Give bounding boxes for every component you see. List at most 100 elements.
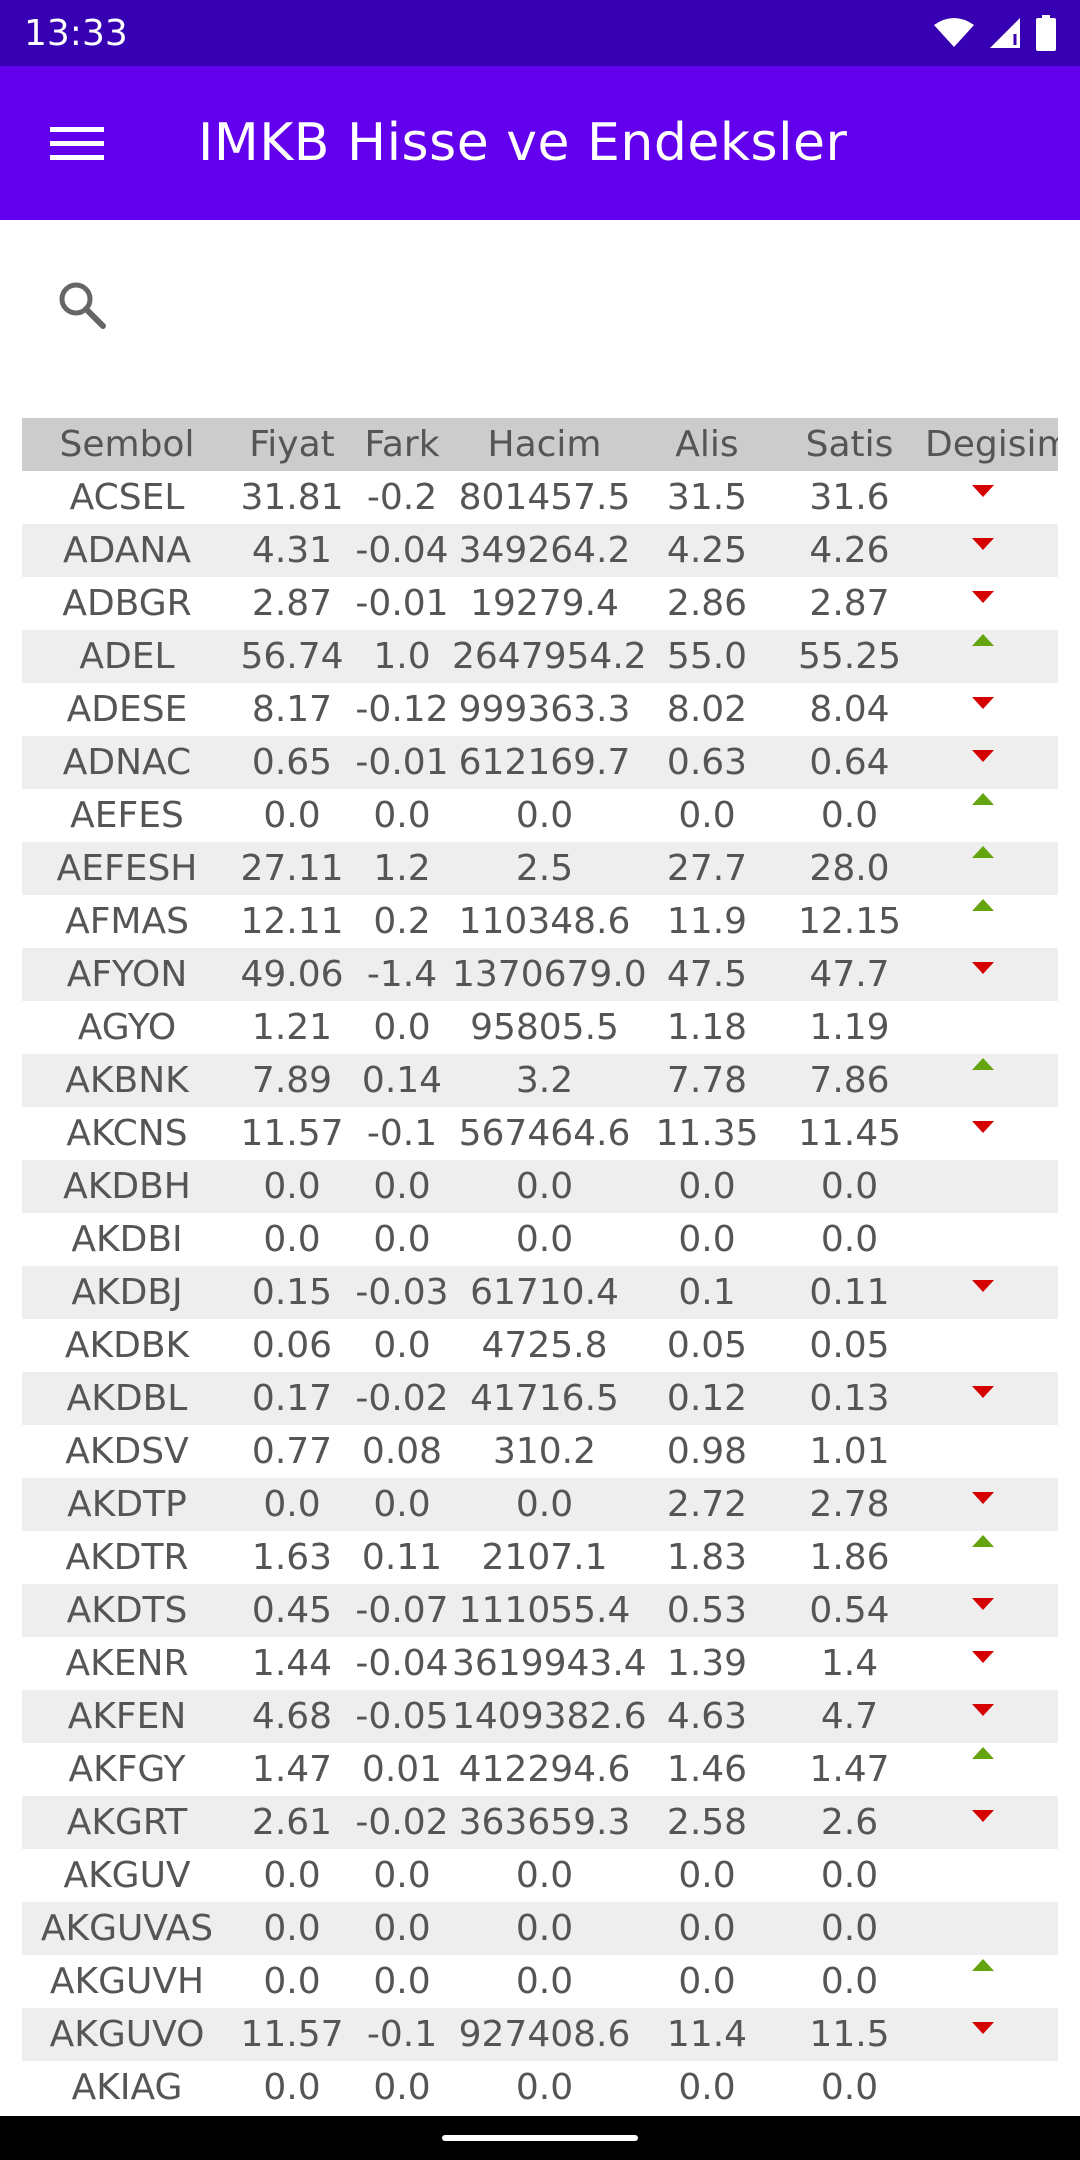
cell-fark: -0.03 [355, 1272, 449, 1313]
table-row[interactable]: ADNAC 0.65 -0.01 612169.7 0.63 0.64 [22, 736, 1058, 789]
table-row[interactable]: AKFEN 4.68 -0.05 1409382.6 4.63 4.7 [22, 1690, 1058, 1743]
header-satis[interactable]: Satis [805, 424, 894, 465]
cell-degisim [922, 1266, 1058, 1319]
arrow-down-icon [972, 1492, 994, 1504]
cell-fark: 0.0 [373, 1855, 431, 1896]
table-row[interactable]: AKGUVH 0.0 0.0 0.0 0.0 0.0 [22, 1955, 1058, 2008]
table-row[interactable]: AFYON 49.06 -1.4 1370679.0 47.5 47.7 [22, 948, 1058, 1001]
cell-fark: -0.1 [366, 2014, 438, 2055]
table-row[interactable]: AKENR 1.44 -0.04 3619943.4 1.39 1.4 [22, 1637, 1058, 1690]
cell-satis: 1.01 [809, 1431, 890, 1472]
cell-degisim [922, 1584, 1058, 1637]
table-row[interactable]: ADESE 8.17 -0.12 999363.3 8.02 8.04 [22, 683, 1058, 736]
table-row[interactable]: AEFES 0.0 0.0 0.0 0.0 0.0 [22, 789, 1058, 842]
table-row[interactable]: AKDTS 0.45 -0.07 111055.4 0.53 0.54 [22, 1584, 1058, 1637]
table-row[interactable]: AKDBK 0.06 0.0 4725.8 0.05 0.05 [22, 1319, 1058, 1372]
header-fark[interactable]: Fark [364, 424, 440, 465]
cell-hacim: 3.2 [515, 1060, 574, 1101]
cell-degisim [922, 1319, 1058, 1372]
table-row[interactable]: AKDBI 0.0 0.0 0.0 0.0 0.0 [22, 1213, 1058, 1266]
table-row[interactable]: AKIAG 0.0 0.0 0.0 0.0 0.0 [22, 2061, 1058, 2114]
cell-alis: 47.5 [666, 954, 748, 995]
cell-alis: 0.0 [678, 1855, 736, 1896]
cell-satis: 8.04 [809, 689, 890, 730]
cell-sembol: AKGUVH [49, 1961, 205, 2002]
cell-alis: 0.0 [678, 1961, 736, 2002]
cell-alis: 7.78 [666, 1060, 748, 1101]
cell-hacim: 999363.3 [458, 689, 631, 730]
table-row[interactable]: AKDBJ 0.15 -0.03 61710.4 0.1 0.11 [22, 1266, 1058, 1319]
cell-fark: -0.1 [366, 1113, 438, 1154]
home-gesture-handle[interactable] [442, 2135, 638, 2141]
cell-sembol: AKBNK [65, 1060, 189, 1101]
cell-fark: 0.0 [373, 795, 431, 836]
cell-degisim [922, 1531, 1058, 1584]
table-row[interactable]: AKCNS 11.57 -0.1 567464.6 11.35 11.45 [22, 1107, 1058, 1160]
header-fiyat[interactable]: Fiyat [249, 424, 335, 465]
cell-degisim [922, 524, 1058, 577]
cell-fiyat: 0.17 [251, 1378, 333, 1419]
cell-fark: 0.0 [373, 1961, 431, 2002]
arrow-down-icon [972, 1810, 994, 1822]
table-row[interactable]: AKDBH 0.0 0.0 0.0 0.0 0.0 [22, 1160, 1058, 1213]
table-row[interactable]: AGYO 1.21 0.0 95805.5 1.18 1.19 [22, 1001, 1058, 1054]
cell-degisim [922, 789, 1058, 842]
cell-alis: 8.02 [666, 689, 748, 730]
cell-fark: 0.14 [361, 1060, 443, 1101]
menu-icon[interactable] [0, 66, 154, 220]
search-icon[interactable] [22, 255, 142, 355]
table-row[interactable]: ADBGR 2.87 -0.01 19279.4 2.86 2.87 [22, 577, 1058, 630]
cell-fark: 0.0 [373, 1325, 431, 1366]
cell-fiyat: 0.0 [263, 1219, 321, 1260]
cell-fark: 0.08 [361, 1431, 443, 1472]
header-degisim[interactable]: Degisim [925, 424, 1058, 465]
search-input[interactable] [142, 265, 1058, 345]
header-sembol[interactable]: Sembol [59, 424, 195, 465]
table-row[interactable]: ACSEL 31.81 -0.2 801457.5 31.5 31.6 [22, 471, 1058, 524]
table-row[interactable]: AKGUVO 11.57 -0.1 927408.6 11.4 11.5 [22, 2008, 1058, 2061]
cell-degisim [922, 1637, 1058, 1690]
battery-icon [1036, 15, 1056, 51]
cell-satis: 31.6 [809, 477, 890, 518]
table-row[interactable]: ADEL 56.74 1.0 2647954.2 55.0 55.25 [22, 630, 1058, 683]
cell-degisim [922, 471, 1058, 524]
cell-sembol: ADESE [66, 689, 188, 730]
cell-alis: 0.0 [678, 795, 736, 836]
cell-degisim [922, 2008, 1058, 2061]
table-row[interactable]: AKFGY 1.47 0.01 412294.6 1.46 1.47 [22, 1743, 1058, 1796]
arrow-down-icon [972, 485, 994, 497]
cell-sembol: ACSEL [69, 477, 185, 518]
table-row[interactable]: AKGRT 2.61 -0.02 363659.3 2.58 2.6 [22, 1796, 1058, 1849]
table-row[interactable]: AFMAS 12.11 0.2 110348.6 11.9 12.15 [22, 895, 1058, 948]
cell-hacim: 412294.6 [458, 1749, 631, 1790]
page-title: IMKB Hisse ve Endeksler [198, 113, 848, 173]
table-row[interactable]: AKDBL 0.17 -0.02 41716.5 0.12 0.13 [22, 1372, 1058, 1425]
cell-alis: 11.9 [666, 901, 748, 942]
header-hacim[interactable]: Hacim [487, 424, 602, 465]
table-row[interactable]: ADANA 4.31 -0.04 349264.2 4.25 4.26 [22, 524, 1058, 577]
table-row[interactable]: AKDTP 0.0 0.0 0.0 2.72 2.78 [22, 1478, 1058, 1531]
cell-fark: -0.07 [355, 1590, 449, 1631]
arrow-down-icon [972, 1121, 994, 1133]
table-row[interactable]: AEFESH 27.11 1.2 2.5 27.7 28.0 [22, 842, 1058, 895]
cell-fiyat: 8.17 [251, 689, 333, 730]
table-row[interactable]: AKBNK 7.89 0.14 3.2 7.78 7.86 [22, 1054, 1058, 1107]
arrow-down-icon [972, 1280, 994, 1292]
cell-alis: 11.35 [655, 1113, 759, 1154]
table-row[interactable]: AKGUV 0.0 0.0 0.0 0.0 0.0 [22, 1849, 1058, 1902]
table-row[interactable]: AKGUVAS 0.0 0.0 0.0 0.0 0.0 [22, 1902, 1058, 1955]
table-row[interactable]: AKDTR 1.63 0.11 2107.1 1.83 1.86 [22, 1531, 1058, 1584]
cell-fiyat: 0.77 [251, 1431, 333, 1472]
cell-alis: 0.05 [666, 1325, 748, 1366]
cell-fiyat: 7.89 [251, 1060, 333, 1101]
cell-degisim [922, 683, 1058, 736]
cell-satis: 4.26 [809, 530, 890, 571]
header-alis[interactable]: Alis [675, 424, 739, 465]
cell-fiyat: 0.0 [263, 1961, 321, 2002]
cell-satis: 0.0 [820, 1166, 879, 1207]
cell-sembol: AKDBL [66, 1378, 188, 1419]
cell-degisim [922, 1849, 1058, 1902]
table-row[interactable]: AKDSV 0.77 0.08 310.2 0.98 1.01 [22, 1425, 1058, 1478]
arrow-down-icon [972, 538, 994, 550]
